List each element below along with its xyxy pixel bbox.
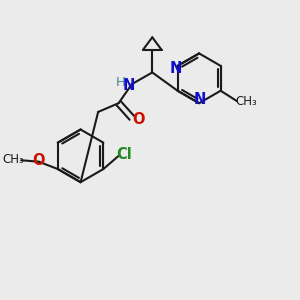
Text: H: H xyxy=(116,76,126,89)
Text: N: N xyxy=(170,61,182,76)
Text: Cl: Cl xyxy=(116,148,132,163)
Text: N: N xyxy=(123,78,135,93)
Text: CH₃: CH₃ xyxy=(236,95,257,108)
Text: N: N xyxy=(194,92,206,107)
Text: O: O xyxy=(132,112,145,127)
Text: O: O xyxy=(32,153,44,168)
Text: CH₃: CH₃ xyxy=(2,153,24,166)
